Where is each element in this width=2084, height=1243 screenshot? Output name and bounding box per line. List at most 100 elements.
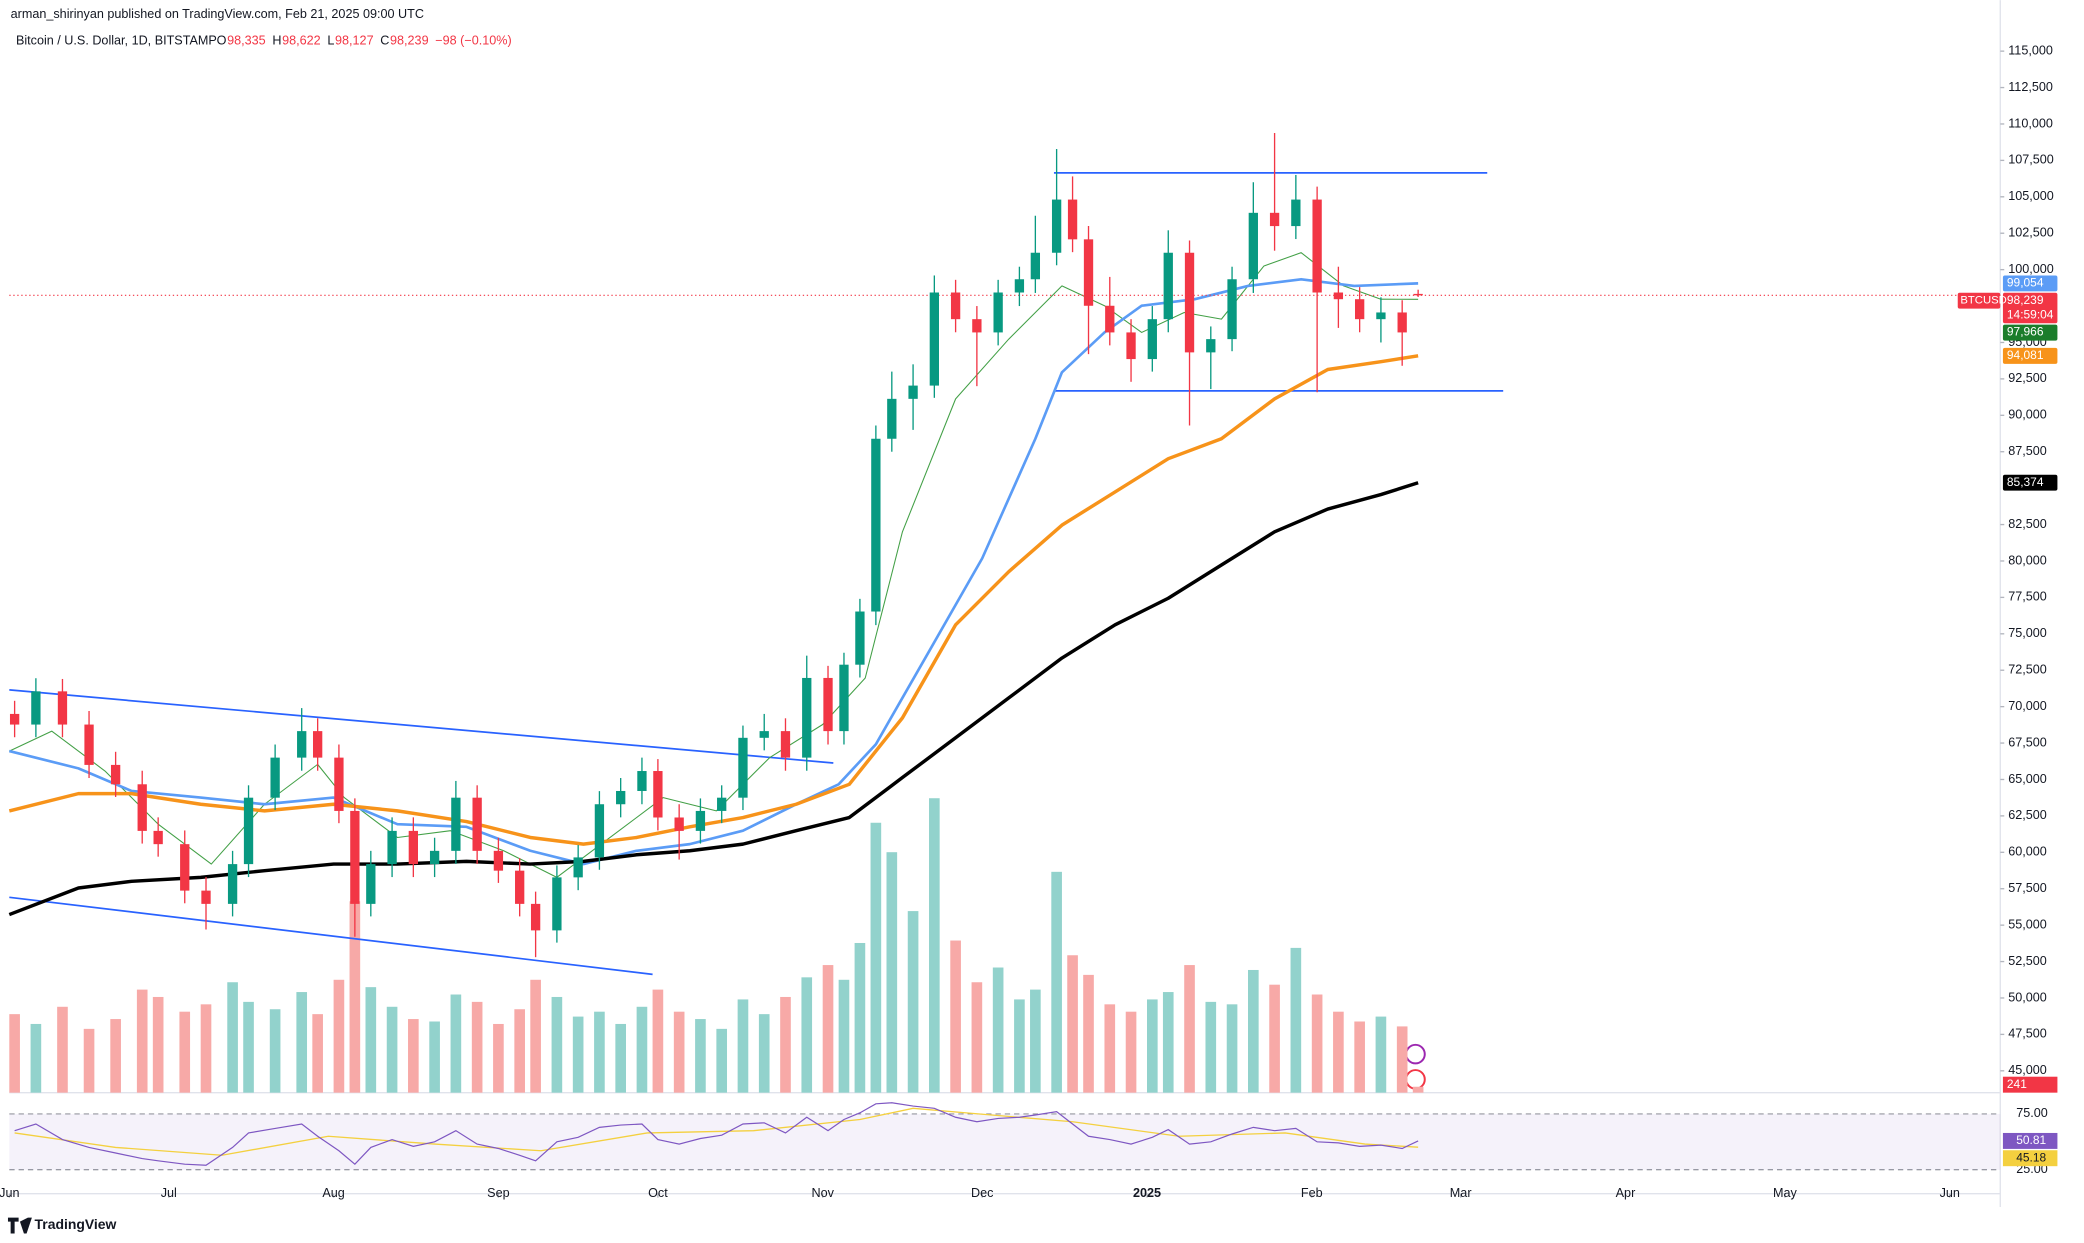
y-tick-label: 72,500 — [2008, 663, 2047, 677]
ohlc-key: C — [380, 34, 389, 48]
volume-bar — [429, 1021, 440, 1093]
x-tick-label: 2025 — [1133, 1186, 1161, 1200]
volume-bar — [594, 1011, 605, 1093]
candle-body — [1126, 332, 1136, 360]
event-icon — [1405, 1043, 1426, 1065]
candle-body — [1269, 212, 1280, 227]
moving-average — [8, 354, 1419, 846]
candle-body — [9, 713, 20, 725]
volume-bar — [9, 1014, 20, 1093]
candle-body — [1067, 199, 1078, 240]
y-tick-label: 52,500 — [2008, 954, 2047, 968]
price-tag — [2002, 275, 2058, 292]
volume-bar — [450, 994, 462, 1093]
volume-bar — [1067, 955, 1078, 1093]
volume-bar — [673, 1011, 685, 1093]
volume-bar — [1412, 1086, 1424, 1093]
rsi-tick-label: 75.00 — [2016, 1106, 2048, 1120]
candle-body — [1333, 292, 1344, 300]
volume-bar — [870, 822, 882, 1093]
y-tick-label: 47,500 — [2008, 1027, 2047, 1041]
y-tick-label: 62,500 — [2008, 808, 2047, 822]
price-tag-label: 94,081 — [2007, 348, 2044, 362]
candle-body — [1227, 279, 1237, 340]
x-tick-label: Apr — [1616, 1186, 1636, 1200]
logo-mark — [7, 1217, 32, 1234]
volume-bar — [227, 982, 238, 1093]
x-tick-label: May — [1773, 1186, 1798, 1200]
brand: TradingView — [35, 1216, 117, 1232]
ohlc-key: H — [272, 34, 281, 48]
candle-body — [929, 292, 939, 386]
x-tick-label: Nov — [811, 1186, 834, 1200]
y-tick-label: 90,000 — [2008, 408, 2047, 422]
candle-body — [839, 664, 849, 732]
y-tick-label: 87,500 — [2008, 444, 2047, 458]
candle-body — [57, 691, 68, 725]
volume-bar — [1269, 984, 1280, 1093]
candle-body — [1312, 199, 1322, 293]
candle-body — [780, 731, 791, 758]
rsi-line — [14, 1102, 1419, 1166]
symbol-tag — [1957, 292, 2001, 309]
candle-body — [855, 611, 865, 665]
rsi-ma-tag — [2002, 1150, 2058, 1167]
candle-body — [1397, 312, 1407, 333]
candle-body — [674, 817, 684, 831]
candle-body — [653, 771, 663, 818]
volume-bar — [408, 1019, 419, 1093]
volume-bar — [1205, 1001, 1217, 1093]
candle-body — [1030, 252, 1041, 280]
candle-body — [334, 757, 344, 811]
volume-bar — [1226, 1004, 1238, 1093]
volume-bar — [758, 1014, 770, 1093]
volume-bar — [349, 901, 361, 1093]
y-tick-label: 80,000 — [2008, 553, 2047, 567]
candle-body — [1354, 299, 1365, 320]
volume-bar — [493, 1023, 504, 1093]
volume-bar — [530, 979, 541, 1093]
price-tag-label: 85,374 — [2007, 475, 2044, 489]
y-tick-label: 92,500 — [2008, 371, 2047, 385]
candle-body — [493, 850, 504, 871]
y-tick-label: 115,000 — [2008, 43, 2053, 57]
price-tag-label: 99,054 — [2007, 276, 2044, 290]
candle-body — [802, 677, 812, 758]
y-tick-label: 45,000 — [2008, 1063, 2047, 1077]
volume-bar — [1014, 999, 1025, 1093]
y-tick-label: 100,000 — [2008, 262, 2054, 276]
candle-body — [1291, 199, 1301, 227]
candle-body — [1083, 239, 1094, 306]
rsi-tag-label: 50.81 — [2016, 1133, 2046, 1147]
candle-body — [1184, 252, 1195, 353]
candle-body — [759, 731, 769, 738]
volume-bar — [801, 977, 813, 1093]
volume-bar — [83, 1028, 95, 1093]
symbol-tag-label: BTCUSD — [1960, 295, 2006, 307]
candle-body — [180, 844, 190, 891]
volume-tag — [2002, 1076, 2058, 1093]
author-line: arman_shirinyan published on TradingView… — [11, 7, 424, 21]
volume-bar — [1184, 965, 1195, 1093]
y-tick-label: 57,500 — [2008, 881, 2047, 895]
candle-body — [616, 790, 626, 805]
brand-logo — [7, 1217, 32, 1234]
volume-bar — [572, 1016, 584, 1093]
volume-bar — [1051, 871, 1062, 1093]
volume-bar — [30, 1023, 42, 1093]
candle-body — [153, 830, 163, 845]
volume-bar — [1125, 1011, 1137, 1093]
y-tick-label: 67,500 — [2008, 735, 2047, 749]
ohlc-key: L — [327, 34, 334, 48]
volume-bar — [838, 979, 850, 1093]
candle-body — [31, 691, 41, 725]
volume-bar — [1311, 994, 1323, 1093]
candle-body — [387, 830, 397, 865]
candle-body — [201, 890, 211, 904]
candle-body — [1051, 199, 1062, 253]
y-tick-label: 112,500 — [2008, 80, 2053, 94]
ohlc-legend: O 98,335 H 98,622 L 98,127 C 98,239 −98 (−0.10%) — [217, 34, 512, 48]
candle-body — [1206, 339, 1216, 353]
candle-body — [1105, 305, 1115, 333]
